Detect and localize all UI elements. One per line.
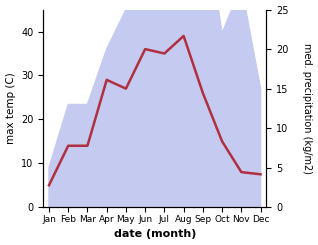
Y-axis label: max temp (C): max temp (C) bbox=[5, 73, 16, 144]
Y-axis label: med. precipitation (kg/m2): med. precipitation (kg/m2) bbox=[302, 43, 313, 174]
X-axis label: date (month): date (month) bbox=[114, 230, 196, 239]
